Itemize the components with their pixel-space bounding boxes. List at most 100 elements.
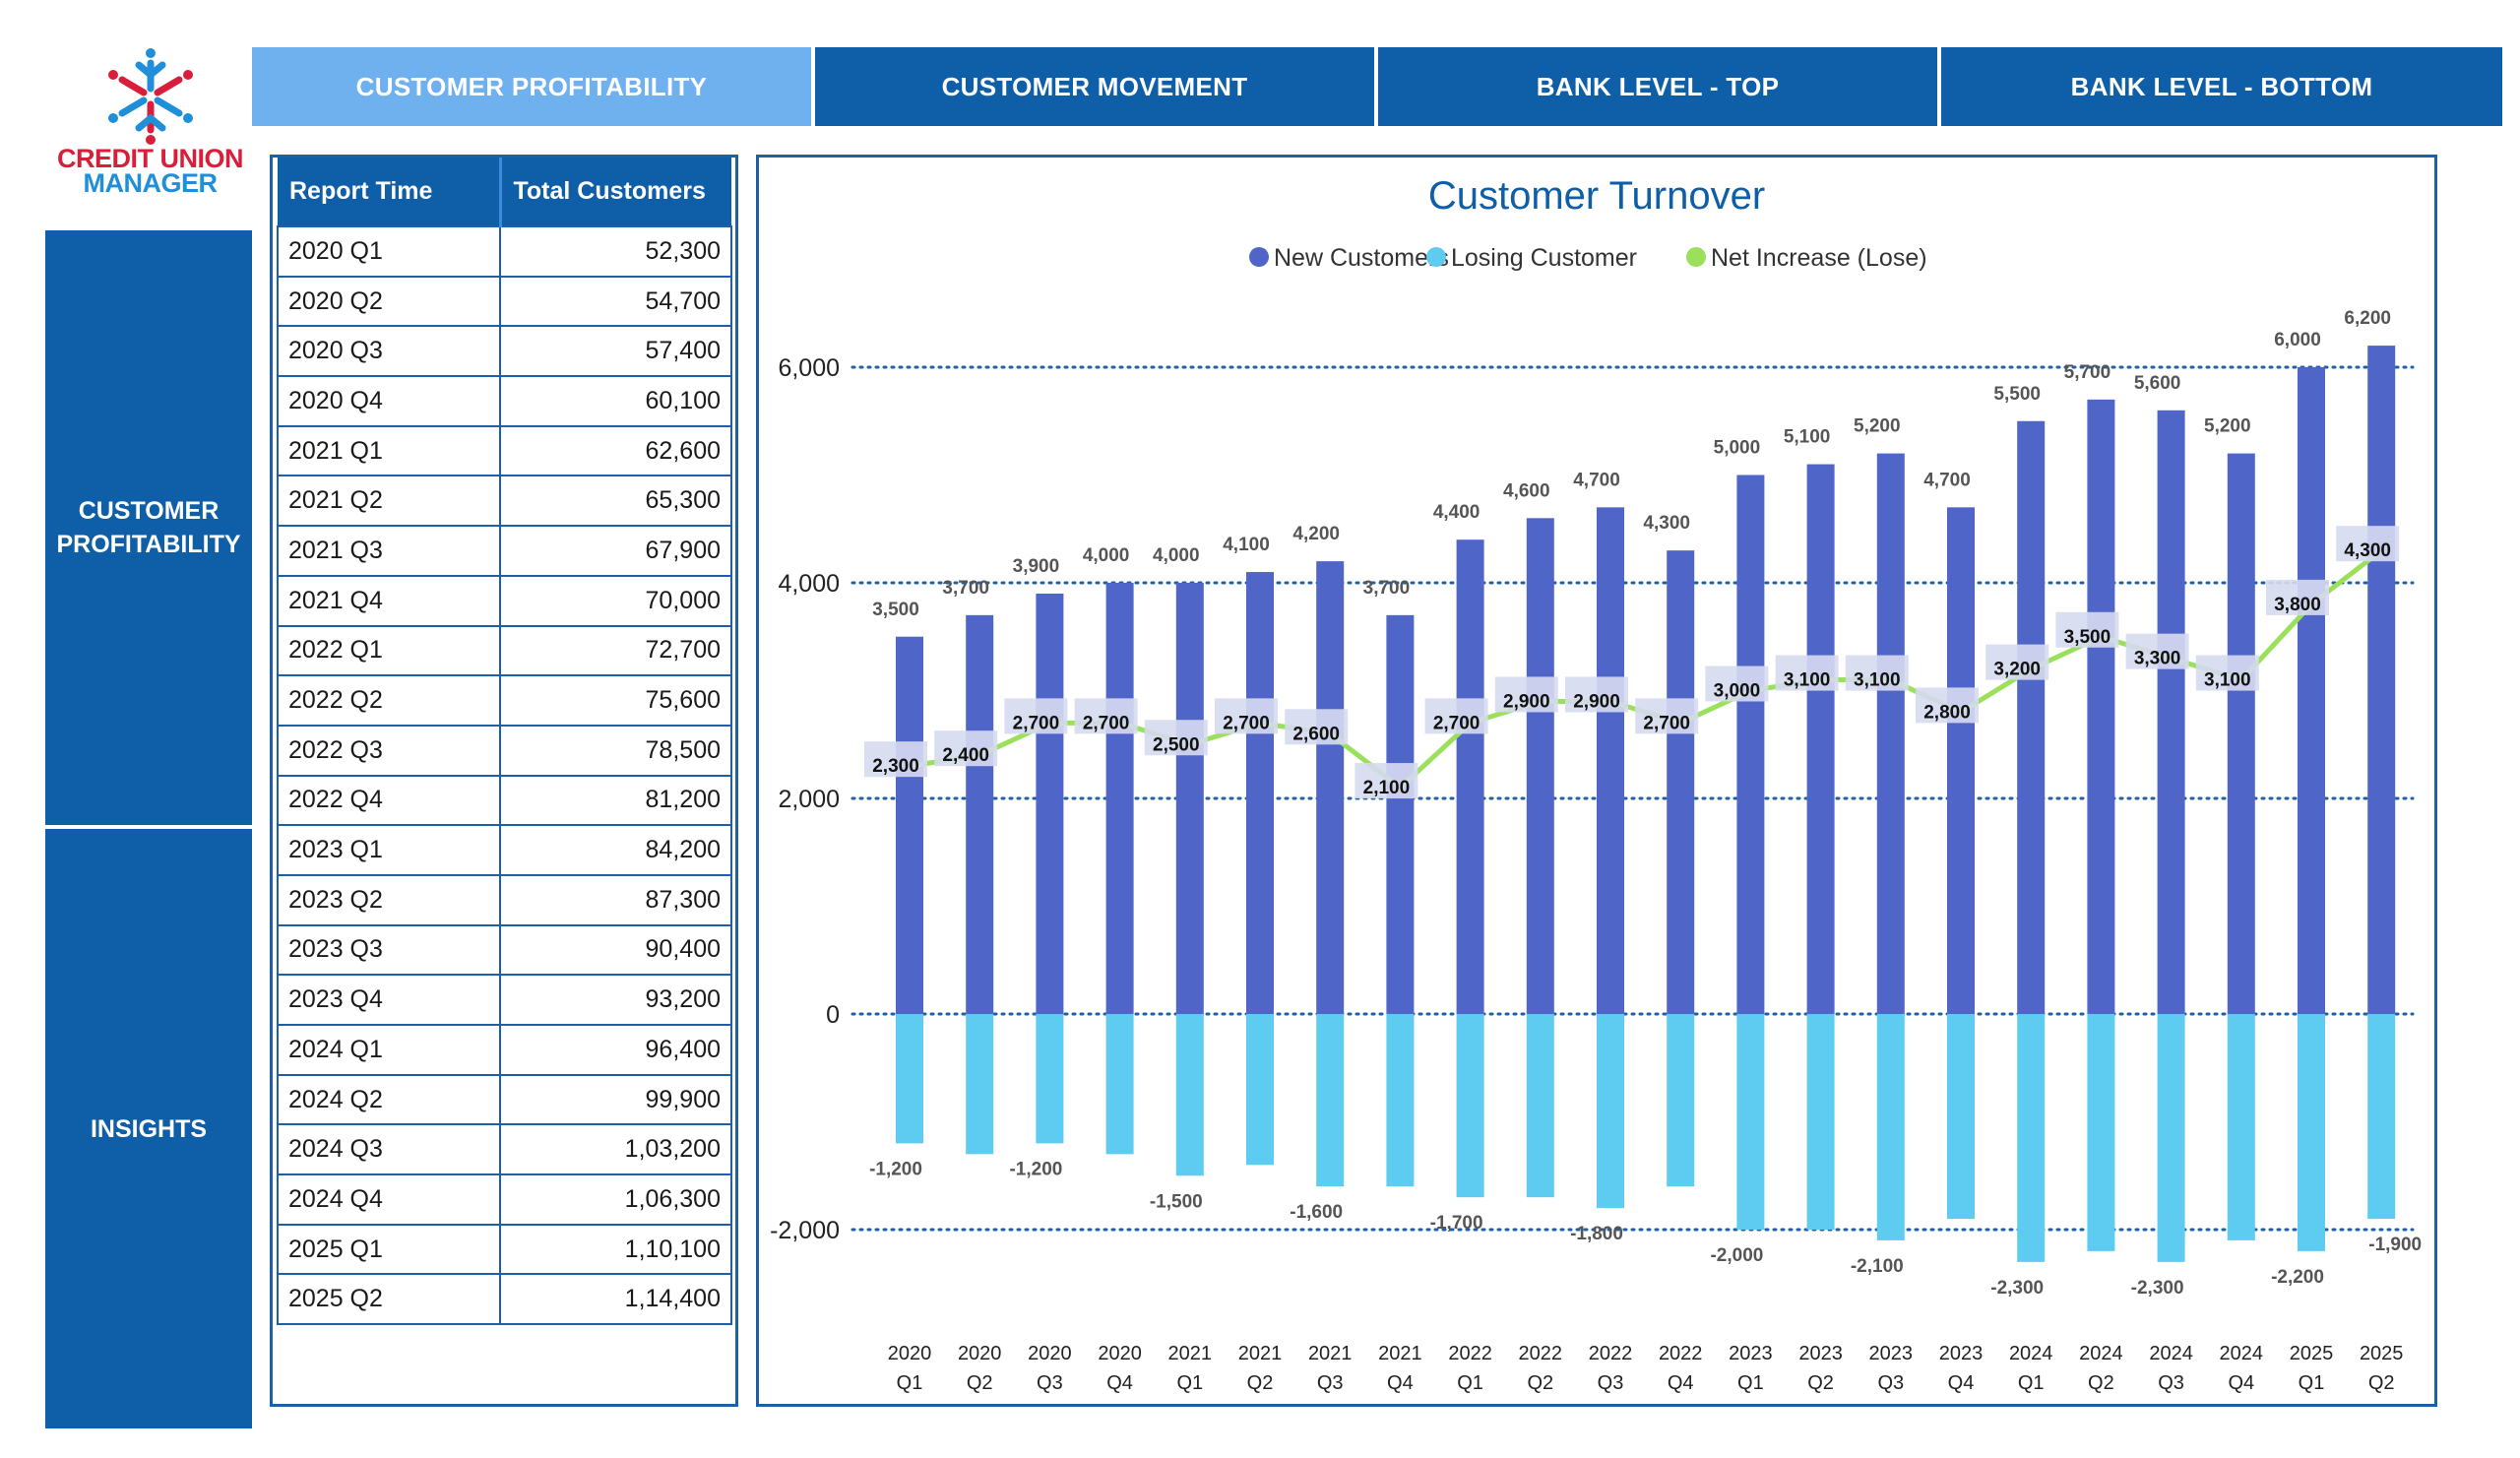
cell-total-customers: 90,400 bbox=[499, 923, 732, 977]
x-tick-label-quarter: Q4 bbox=[1106, 1372, 1133, 1394]
table-row[interactable]: 2024 Q1 96,400 bbox=[277, 1024, 732, 1076]
data-label-new: 4,700 bbox=[1923, 470, 1971, 490]
x-tick-label-quarter: Q4 bbox=[1387, 1372, 1414, 1394]
x-tick-label-quarter: Q4 bbox=[1668, 1372, 1694, 1394]
customers-table: Report Time Total Customers 2020 Q1 52,30… bbox=[277, 158, 732, 1326]
data-label-losing: -1,900 bbox=[2368, 1235, 2422, 1255]
data-label-net: 3,200 bbox=[1993, 660, 2041, 680]
x-tick-label-year: 2021 bbox=[1168, 1343, 1213, 1364]
data-label-net: 3,000 bbox=[1714, 681, 1761, 702]
cell-report-time: 2020 Q3 bbox=[277, 325, 501, 378]
cell-report-time: 2020 Q1 bbox=[277, 225, 501, 278]
x-tick-label-quarter: Q3 bbox=[1598, 1372, 1624, 1394]
logo: CREDIT UNION MANAGER bbox=[39, 47, 261, 215]
y-tick-label: 6,000 bbox=[778, 354, 840, 382]
bar-new-customers bbox=[1036, 593, 1064, 1014]
tab-bank-level-top[interactable]: BANK LEVEL - TOP bbox=[1378, 47, 1937, 126]
table-row[interactable]: 2025 Q1 1,10,100 bbox=[277, 1223, 732, 1276]
table-row[interactable]: 2020 Q2 54,700 bbox=[277, 275, 732, 328]
table-row[interactable]: 2022 Q3 78,500 bbox=[277, 724, 732, 777]
cell-report-time: 2025 Q1 bbox=[277, 1223, 501, 1276]
sidenav-insights[interactable]: INSIGHTS bbox=[45, 829, 252, 1428]
table-row[interactable]: 2020 Q1 52,300 bbox=[277, 225, 732, 278]
column-header-report-time[interactable]: Report Time bbox=[278, 158, 502, 226]
cell-total-customers: 93,200 bbox=[499, 974, 732, 1026]
table-row[interactable]: 2021 Q2 65,300 bbox=[277, 475, 732, 528]
table-row[interactable]: 2024 Q2 99,900 bbox=[277, 1073, 732, 1126]
tab-bank-level-bottom[interactable]: BANK LEVEL - BOTTOM bbox=[1941, 47, 2502, 126]
bar-losing-customer bbox=[1667, 1014, 1695, 1187]
data-label-net: 2,700 bbox=[1083, 713, 1130, 733]
bar-losing-customer bbox=[1386, 1014, 1415, 1187]
x-tick-label-year: 2025 bbox=[2290, 1343, 2334, 1364]
bar-new-customers bbox=[1667, 550, 1695, 1014]
bar-new-customers bbox=[1316, 561, 1345, 1014]
data-label-new: 3,700 bbox=[942, 578, 989, 599]
data-label-losing: -1,800 bbox=[1570, 1224, 1623, 1244]
cell-report-time: 2021 Q2 bbox=[277, 475, 501, 528]
cell-report-time: 2024 Q4 bbox=[277, 1173, 501, 1226]
x-tick-label-quarter: Q2 bbox=[2088, 1372, 2114, 1394]
cell-total-customers: 84,200 bbox=[499, 824, 732, 876]
data-label-net: 2,700 bbox=[1643, 713, 1690, 733]
data-label-net: 2,900 bbox=[1573, 691, 1620, 712]
bar-new-customers bbox=[1246, 572, 1274, 1014]
table-row[interactable]: 2022 Q2 75,600 bbox=[277, 674, 732, 727]
legend-marker bbox=[1249, 247, 1269, 267]
bar-new-customers bbox=[2157, 410, 2185, 1014]
bar-new-customers bbox=[966, 614, 994, 1014]
data-label-new: 6,000 bbox=[2274, 330, 2321, 350]
x-tick-label-quarter: Q2 bbox=[2368, 1372, 2395, 1394]
cell-report-time: 2023 Q2 bbox=[277, 873, 501, 926]
x-tick-label-year: 2020 bbox=[958, 1343, 1002, 1364]
x-tick-label-year: 2024 bbox=[2079, 1343, 2123, 1364]
x-tick-label-year: 2022 bbox=[1519, 1343, 1563, 1364]
table-row[interactable]: 2022 Q1 72,700 bbox=[277, 624, 732, 677]
table-row[interactable]: 2023 Q1 84,200 bbox=[277, 824, 732, 876]
cell-total-customers: 1,06,300 bbox=[499, 1173, 732, 1226]
cell-total-customers: 96,400 bbox=[499, 1024, 732, 1076]
data-label-losing: -2,200 bbox=[2271, 1267, 2324, 1288]
table-row[interactable]: 2024 Q3 1,03,200 bbox=[277, 1123, 732, 1176]
table-row[interactable]: 2021 Q1 62,600 bbox=[277, 424, 732, 477]
data-label-net: 2,100 bbox=[1363, 778, 1411, 798]
data-label-net-bg bbox=[1144, 720, 1208, 756]
table-row[interactable]: 2021 Q3 67,900 bbox=[277, 525, 732, 577]
cell-report-time: 2023 Q1 bbox=[277, 824, 501, 876]
x-tick-label-quarter: Q3 bbox=[1037, 1372, 1063, 1394]
x-tick-label-year: 2024 bbox=[2149, 1343, 2193, 1364]
bar-losing-customer bbox=[2298, 1014, 2325, 1251]
sidenav-customer-profitability[interactable]: CUSTOMER PROFITABILITY bbox=[45, 230, 252, 825]
table-row[interactable]: 2025 Q2 1,14,400 bbox=[277, 1273, 732, 1326]
data-label-new: 5,700 bbox=[2064, 362, 2111, 383]
bar-losing-customer bbox=[1806, 1014, 1835, 1230]
x-tick-label-quarter: Q1 bbox=[1737, 1372, 1764, 1394]
tab-customer-movement[interactable]: CUSTOMER MOVEMENT bbox=[815, 47, 1374, 126]
table-row[interactable]: 2020 Q4 60,100 bbox=[277, 375, 732, 427]
data-label-net-bg bbox=[934, 730, 998, 767]
column-header-total-customers[interactable]: Total Customers bbox=[500, 158, 731, 226]
bar-losing-customer bbox=[1456, 1014, 1484, 1198]
cell-report-time: 2025 Q2 bbox=[277, 1273, 501, 1326]
y-tick-label: 0 bbox=[826, 1001, 840, 1029]
data-label-net: 3,800 bbox=[2274, 595, 2321, 615]
bar-losing-customer bbox=[1316, 1014, 1345, 1187]
bar-new-customers bbox=[1876, 453, 1905, 1015]
data-label-net: 3,500 bbox=[2064, 627, 2111, 648]
table-row[interactable]: 2023 Q3 90,400 bbox=[277, 923, 732, 977]
table-row[interactable]: 2023 Q2 87,300 bbox=[277, 873, 732, 926]
bar-new-customers bbox=[2367, 346, 2396, 1015]
table-row[interactable]: 2024 Q4 1,06,300 bbox=[277, 1173, 732, 1226]
table-header-row: Report Time Total Customers bbox=[278, 158, 731, 226]
table-row[interactable]: 2023 Q4 93,200 bbox=[277, 974, 732, 1026]
table-row[interactable]: 2021 Q4 70,000 bbox=[277, 574, 732, 627]
data-label-net-bg bbox=[1705, 666, 1769, 702]
bar-new-customers bbox=[1597, 507, 1624, 1014]
cell-total-customers: 1,03,200 bbox=[499, 1123, 732, 1176]
data-label-net-bg bbox=[2125, 633, 2189, 669]
tab-customer-profitability[interactable]: CUSTOMER PROFITABILITY bbox=[252, 47, 811, 126]
table-row[interactable]: 2020 Q3 57,400 bbox=[277, 325, 732, 378]
table-row[interactable]: 2022 Q4 81,200 bbox=[277, 774, 732, 827]
data-label-net-bg bbox=[1775, 655, 1839, 691]
legend-marker bbox=[1686, 247, 1706, 267]
